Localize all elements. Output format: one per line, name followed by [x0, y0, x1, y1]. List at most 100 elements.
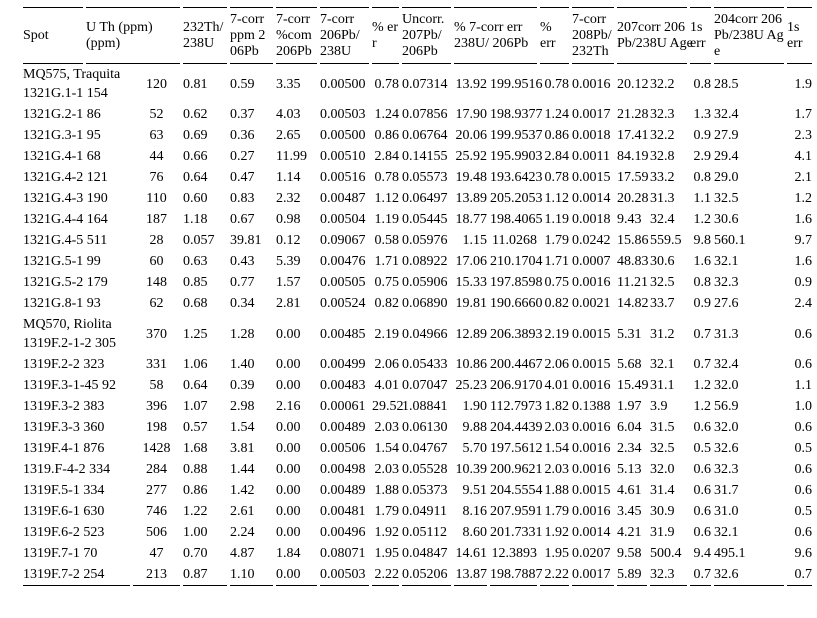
value-cell: 201.7331	[490, 525, 543, 540]
value-cell: 56.9	[714, 399, 739, 414]
sample-group-label: MQ575, Traquita	[23, 67, 121, 82]
value-cell: 5.13	[617, 462, 642, 477]
value-cell: 1.3	[693, 107, 712, 122]
table-row: 1321G.4-1 68 44 0.66 0.27 11.99 0.00510 2.84 0.…	[23, 146, 812, 167]
value-cell: 2.22	[372, 564, 399, 586]
header-cell: 7-corr 206Pb/ 238U	[320, 7, 369, 64]
value-cell: 1.24	[374, 107, 400, 122]
value-cell: 1.92	[544, 525, 570, 540]
value-cell: 0.0007	[572, 254, 611, 269]
header-cell: % er r	[372, 7, 399, 64]
value-cell: 0.04966	[402, 326, 448, 342]
header-cell: Uncorr. 207Pb/ 206Pb	[402, 7, 451, 64]
value-cell: 198.7887	[490, 564, 543, 586]
value-cell: 0.00489	[320, 420, 366, 435]
value-cell: 200.9621	[490, 462, 543, 477]
value-cell: 0.0016	[572, 504, 611, 519]
value-cell: 1.42	[230, 483, 255, 498]
value-cell: 2.06	[544, 357, 570, 372]
value-cell: 0.05373	[402, 483, 448, 498]
value-cell: 2.4	[794, 296, 813, 311]
value-cell: 0.00500	[320, 128, 366, 143]
value-cell: 3.81	[230, 441, 255, 456]
spot-cell: 1321G.4-2 121	[23, 170, 108, 185]
table-row: 1319F.6-1 630 746 1.22 2.61 0.00 0.00481 1.79 0…	[23, 501, 812, 522]
value-cell: 20.12	[617, 76, 649, 92]
value-cell: 2.34	[617, 441, 642, 456]
value-cell: 30.6	[714, 212, 739, 227]
value-cell: 0.05906	[402, 275, 448, 290]
value-cell: 13.89	[455, 191, 488, 206]
value-cell: 1.79	[374, 504, 400, 519]
value-cell: 1.84	[276, 546, 301, 561]
value-cell: 1.1	[693, 191, 712, 206]
value-cell: 0.0016	[572, 462, 611, 477]
value-cell: 1.00	[183, 525, 208, 540]
value-cell: 0.06497	[402, 191, 448, 206]
value-cell: 0.6	[693, 525, 712, 540]
value-cell: 1.97	[617, 399, 642, 414]
value-cell: 0.8	[693, 170, 712, 185]
value-cell: 0.6	[693, 462, 712, 477]
spot-cell: 1319F.7-1 70	[23, 546, 98, 561]
value-cell: 1.2	[693, 378, 712, 393]
value-cell: 0.00503	[320, 564, 369, 586]
value-cell: 500.4	[650, 546, 682, 561]
spot-cell: 1319F.3-1-45 92	[23, 378, 116, 393]
value-cell: 2.22	[540, 564, 570, 586]
header-cell: 1s err	[787, 7, 813, 64]
value-cell: 0.07856	[402, 107, 448, 122]
value-cell: 120	[146, 76, 167, 92]
value-cell: 198	[146, 420, 167, 435]
value-cell: 1.71	[544, 254, 570, 269]
value-cell: 0.63	[183, 254, 208, 269]
value-cell: 0.00	[276, 462, 301, 477]
value-cell: 15.49	[617, 378, 649, 393]
value-cell: 0.9	[693, 128, 712, 143]
value-cell: 205.2053	[490, 191, 543, 206]
value-cell: 1.90	[462, 399, 488, 414]
value-cell: 32.6	[714, 441, 739, 456]
value-cell: 0.6	[794, 326, 813, 342]
value-cell: 1.68	[183, 441, 208, 456]
value-cell: 25.92	[455, 149, 488, 164]
header-cell: 207corr 206 Pb/238U Age	[617, 7, 693, 64]
value-cell: 0.6	[794, 462, 813, 477]
value-cell: 1.06	[183, 357, 208, 372]
value-cell: 2.32	[276, 191, 301, 206]
value-cell: 0.00	[276, 357, 301, 372]
value-cell: 0.0015	[572, 357, 611, 372]
value-cell: 32.5	[650, 441, 675, 456]
value-cell: 17.59	[617, 170, 649, 185]
value-cell: 0.66	[183, 149, 208, 164]
value-cell: 2.1	[794, 170, 813, 185]
value-cell: 0.60	[183, 191, 208, 206]
value-cell: 0.5	[693, 441, 712, 456]
value-cell: 32.1	[714, 254, 739, 269]
value-cell: 213	[133, 564, 180, 586]
value-cell: 3.35	[276, 76, 301, 92]
value-cell: 0.00524	[320, 296, 366, 311]
value-cell: 1.2	[693, 399, 712, 414]
value-cell: 0.05433	[402, 357, 448, 372]
value-cell: 0.00	[276, 483, 301, 498]
value-cell: 0.70	[183, 546, 208, 561]
value-cell: 0.00516	[320, 170, 366, 185]
value-cell: 2.9	[693, 149, 712, 164]
value-cell: 32.1	[650, 357, 675, 372]
value-cell: 11.99	[276, 149, 307, 164]
value-cell: 58	[149, 378, 164, 393]
header-cell: % err	[540, 7, 570, 64]
value-cell: 0.6	[693, 420, 712, 435]
value-cell: 1.24	[544, 107, 570, 122]
value-cell: 0.37	[230, 107, 255, 122]
value-cell: 1.12	[544, 191, 570, 206]
spot-cell: 1321G.2-1 86	[23, 107, 101, 122]
value-cell: 0.7	[690, 564, 712, 586]
value-cell: 396	[146, 399, 167, 414]
value-cell: 1.10	[230, 564, 273, 586]
value-cell: 2.03	[374, 462, 400, 477]
spot-cell: 1319.F-4-2 334	[23, 462, 111, 477]
value-cell: 9.6	[794, 546, 813, 561]
value-cell: 1.22	[183, 504, 208, 519]
